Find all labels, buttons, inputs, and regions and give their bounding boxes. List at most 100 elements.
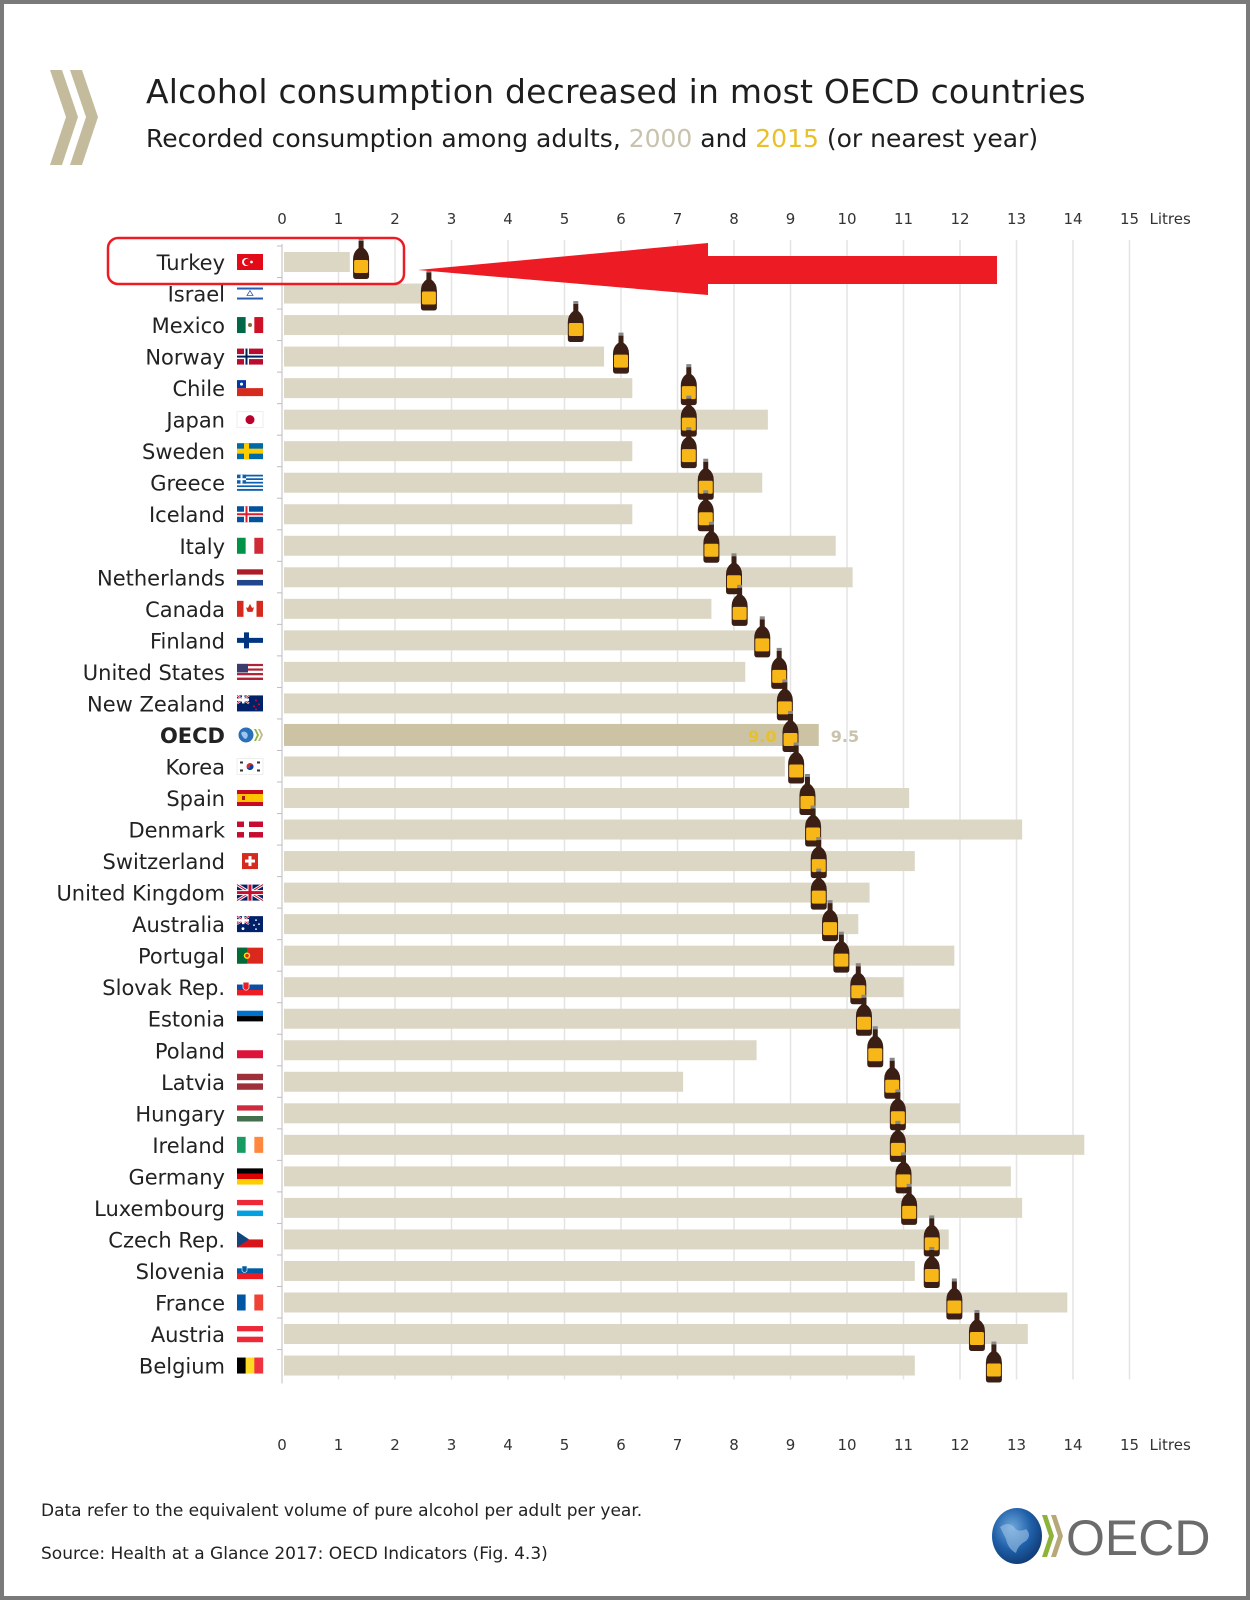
bottle-2015-switzerland xyxy=(810,837,827,879)
bottom-tick-label-1: 1 xyxy=(334,1436,344,1454)
category-label: Israel xyxy=(168,283,225,307)
globe-icon xyxy=(992,1508,1042,1564)
source-note: Source: Health at a Glance 2017: OECD In… xyxy=(41,1544,548,1564)
top-tick-label-9: 9 xyxy=(786,210,796,228)
united-kingdom-flag-icon xyxy=(236,883,264,902)
bottle-2015-korea xyxy=(788,742,805,784)
category-label: Czech Rep. xyxy=(108,1228,225,1252)
data-label-2000: 9.5 xyxy=(831,727,859,746)
finland-flag-icon xyxy=(237,632,263,649)
australia-flag-icon xyxy=(236,915,263,933)
category-label: Mexico xyxy=(152,314,225,338)
top-tick-label-7: 7 xyxy=(673,210,683,228)
bottom-tick-label-15: 15 xyxy=(1120,1436,1139,1454)
portugal-flag-icon xyxy=(237,947,263,964)
top-tick-label-14: 14 xyxy=(1063,210,1082,228)
bottle-2015-belgium xyxy=(985,1341,1002,1383)
oecd-logo-text: OECD xyxy=(1066,1510,1210,1566)
bar-2000-switzerland xyxy=(284,851,915,872)
bottle-2015-slovak-rep- xyxy=(850,963,867,1005)
top-tick-label-2: 2 xyxy=(390,210,400,228)
bottle-2015-portugal xyxy=(833,931,850,973)
mexico-flag-icon xyxy=(237,317,264,334)
bar-2000-portugal xyxy=(284,945,955,966)
bar-2000-latvia xyxy=(284,1071,684,1092)
category-label: Slovenia xyxy=(136,1260,225,1284)
bar-2000-hungary xyxy=(284,1103,960,1124)
oecd-logo: OECD xyxy=(992,1508,1210,1566)
oecd-chevrons-icon xyxy=(50,70,98,165)
bottle-2015-canada xyxy=(731,584,748,626)
denmark-flag-icon xyxy=(237,821,263,838)
category-label: Japan xyxy=(164,409,225,433)
category-label: Germany xyxy=(128,1165,225,1189)
bottom-tick-label-5: 5 xyxy=(560,1436,570,1454)
category-label: Ireland xyxy=(152,1134,225,1158)
chart-subtitle: Recorded consumption among adults, 2000 … xyxy=(146,124,1038,153)
bar-2000-finland xyxy=(284,630,757,651)
bottom-tick-label-14: 14 xyxy=(1063,1436,1082,1454)
category-label: New Zealand xyxy=(87,692,225,716)
subtitle-mid: and xyxy=(692,124,756,153)
bottle-2015-luxembourg xyxy=(901,1183,918,1225)
italy-flag-icon xyxy=(237,537,264,554)
czech-rep-flag-icon xyxy=(237,1231,263,1248)
iceland-flag-icon xyxy=(237,506,263,523)
top-tick-label-10: 10 xyxy=(837,210,856,228)
category-label: Belgium xyxy=(139,1355,225,1379)
netherlands-flag-icon xyxy=(237,569,263,586)
switzerland-flag-icon xyxy=(242,853,258,870)
chile-flag-icon xyxy=(237,380,263,397)
category-label: Italy xyxy=(179,535,225,559)
bar-2000-united-states xyxy=(284,661,746,682)
footnote: Data refer to the equivalent volume of p… xyxy=(41,1501,643,1521)
estonia-flag-icon xyxy=(237,1010,263,1027)
poland-flag-icon xyxy=(237,1042,263,1059)
top-tick-label-5: 5 xyxy=(560,210,570,228)
top-tick-label-8: 8 xyxy=(729,210,739,228)
bar-2000-denmark xyxy=(284,819,1023,840)
legend-year-2015: 2015 xyxy=(755,124,819,153)
hungary-flag-icon xyxy=(237,1105,263,1122)
category-label: Poland xyxy=(155,1039,225,1063)
slovenia-flag-icon xyxy=(237,1262,263,1280)
bar-2000-japan xyxy=(284,409,768,430)
top-tick-label-0: 0 xyxy=(277,210,287,228)
bottle-2015-israel xyxy=(420,269,437,311)
subtitle-prefix: Recorded consumption among adults, xyxy=(146,124,629,153)
category-label: Estonia xyxy=(148,1008,225,1032)
category-label: Sweden xyxy=(142,440,225,464)
category-label: Switzerland xyxy=(103,850,226,874)
united-states-flag-icon xyxy=(237,663,263,680)
category-label: Slovak Rep. xyxy=(102,976,225,1000)
latvia-flag-icon xyxy=(237,1073,263,1090)
category-label: Turkey xyxy=(156,251,225,275)
bar-2000-united-kingdom xyxy=(284,882,870,903)
category-label: Australia xyxy=(132,913,225,937)
bottle-2015-oecd xyxy=(782,710,799,752)
bottle-2015-greece xyxy=(697,458,714,500)
category-label: Austria xyxy=(151,1323,225,1347)
bar-2000-france xyxy=(284,1292,1068,1313)
luxembourg-flag-icon xyxy=(237,1199,263,1217)
bar-2000-germany xyxy=(284,1166,1011,1187)
bottle-2015-hungary xyxy=(889,1089,906,1131)
bar-2000-belgium xyxy=(284,1355,915,1376)
bar-2000-mexico xyxy=(284,315,571,336)
bar-2000-czech-rep- xyxy=(284,1229,949,1250)
ireland-flag-icon xyxy=(237,1136,264,1153)
top-tick-label-6: 6 xyxy=(616,210,626,228)
turkey-flag-icon xyxy=(237,254,263,270)
bottle-2015-italy xyxy=(703,521,720,563)
bar-2000-slovak-rep- xyxy=(284,977,904,998)
bar-2000-new-zealand xyxy=(284,693,780,714)
korea-flag-icon xyxy=(236,758,264,775)
bottom-tick-label-10: 10 xyxy=(837,1436,856,1454)
bottle-2015-japan xyxy=(680,395,697,437)
bar-2000-canada xyxy=(284,598,712,619)
bottom-tick-label-11: 11 xyxy=(894,1436,913,1454)
category-label: Denmark xyxy=(128,819,225,843)
bottle-2015-poland xyxy=(867,1026,884,1068)
sweden-flag-icon xyxy=(237,443,263,460)
category-label: Finland xyxy=(150,629,225,653)
